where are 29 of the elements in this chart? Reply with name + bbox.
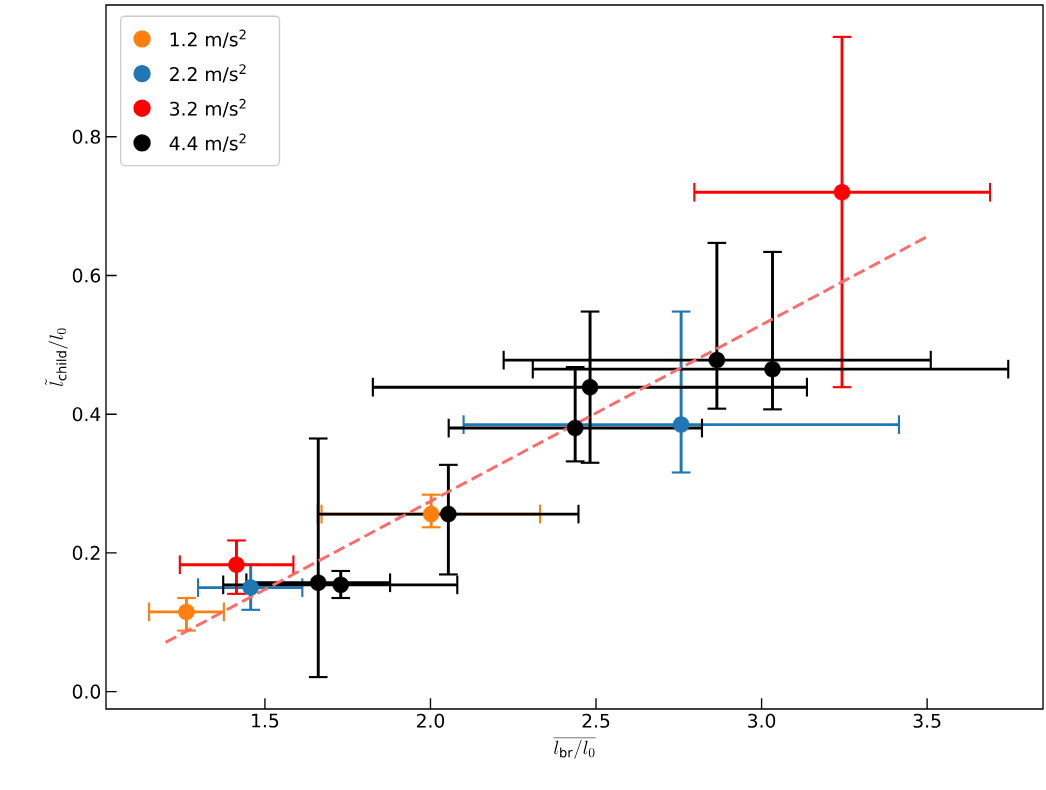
point — [332, 576, 350, 594]
y-tick-label: 0.0 — [72, 684, 101, 699]
x-tick-label: 2.0 — [416, 713, 445, 728]
x-tick-label: 3.0 — [748, 713, 776, 728]
point — [764, 360, 781, 378]
point — [672, 416, 690, 433]
x-tick-label: 2.5 — [582, 713, 610, 728]
point — [422, 505, 440, 523]
point — [242, 579, 259, 596]
point — [833, 183, 851, 201]
x-axis-title: $\overline{l_{\mathrm{br}}/l_0}$ — [553, 737, 596, 759]
point — [566, 419, 584, 437]
y-tick-label: 0.6 — [72, 268, 101, 283]
legend-label: 2.2 m/s$^{2}$ — [170, 64, 246, 83]
point — [440, 505, 457, 523]
x-tick-label: 1.5 — [252, 713, 279, 728]
point — [228, 556, 245, 573]
legend-label: 4.4 m/s$^{2}$ — [169, 133, 246, 152]
point — [309, 574, 327, 592]
y-tick-label: 0.4 — [72, 407, 101, 422]
x-tick-label: 3.5 — [913, 713, 941, 728]
point — [708, 351, 726, 369]
legend-label: 1.2 m/s$^{2}$ — [170, 29, 246, 48]
legend-label: 3.2 m/s$^{2}$ — [170, 98, 246, 118]
y-tick-label: 0.8 — [72, 129, 101, 144]
y-axis-title: $\tilde{l}_{\mathrm{child}}/l_0$ — [45, 328, 68, 386]
point — [581, 378, 599, 396]
point — [178, 603, 195, 621]
y-tick-label: 0.2 — [72, 545, 100, 561]
